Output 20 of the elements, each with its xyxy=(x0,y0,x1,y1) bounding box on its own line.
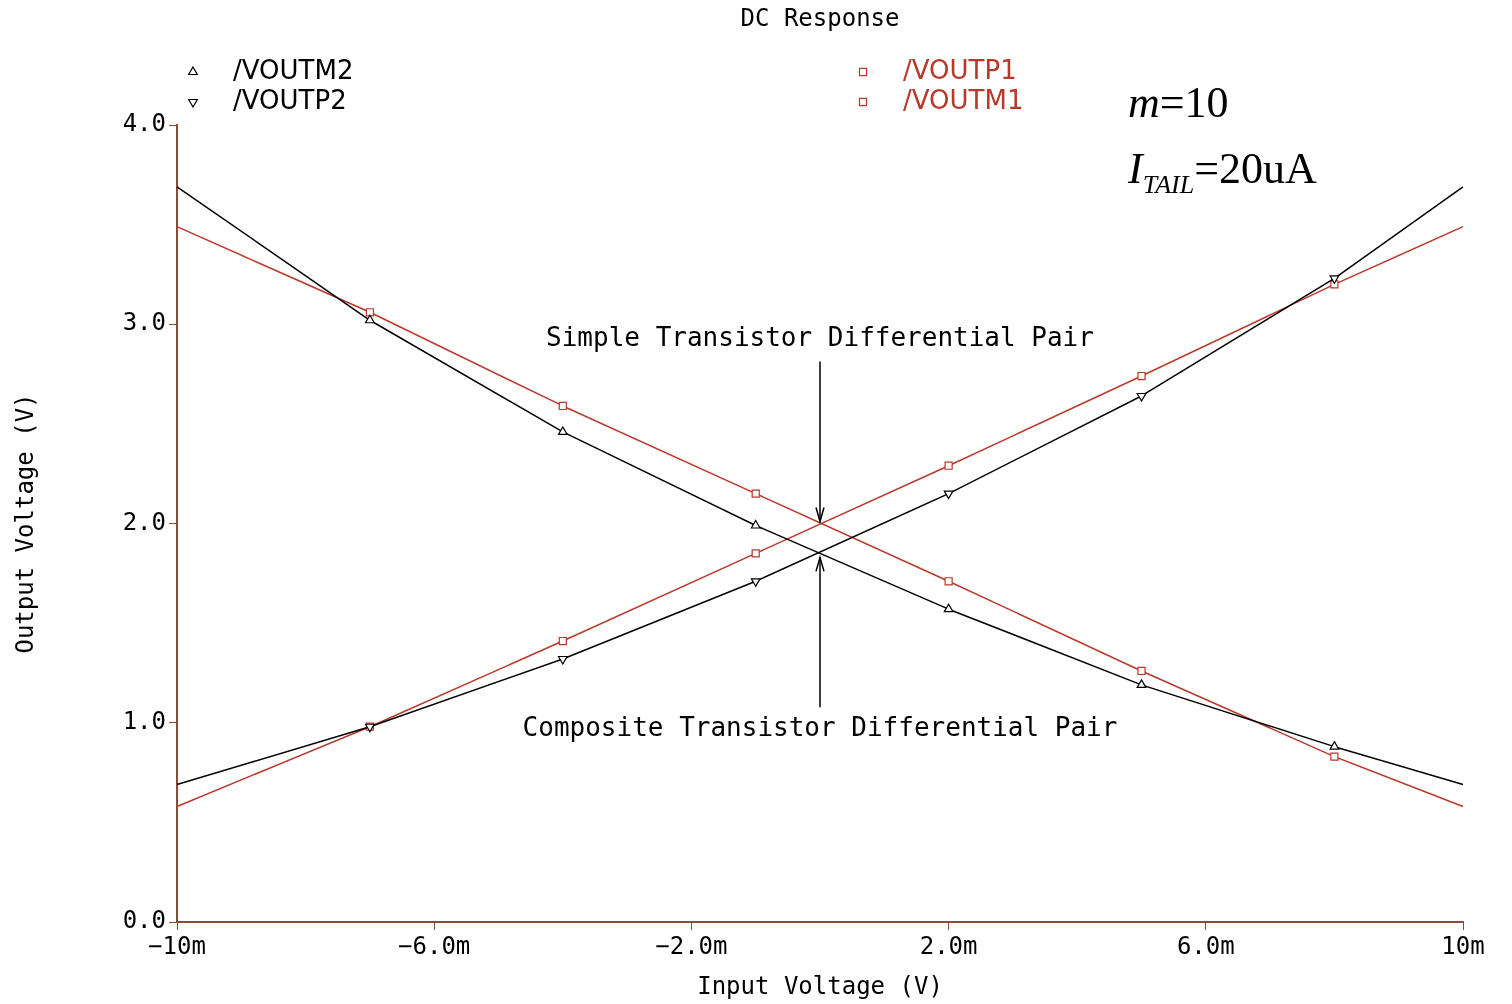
chart-title: DC Response xyxy=(740,4,900,33)
y-tick-label: 1.0 xyxy=(122,706,166,735)
x-tick-label: 2.0m xyxy=(919,931,978,960)
legend-label: /VOUTP2 xyxy=(233,84,347,115)
annotation: Simple Transistor Differential Pair xyxy=(546,322,1094,353)
annotation: Composite Transistor Differential Pair xyxy=(522,712,1118,743)
y-tick-label: 3.0 xyxy=(122,308,166,337)
legend-label: /VOUTP1 xyxy=(903,54,1017,85)
x-tick-label: −2.0m xyxy=(655,931,728,960)
annotation: I$_{TAIL}$=20uA xyxy=(1128,143,1317,201)
x-tick-label: 6.0m xyxy=(1176,931,1235,960)
y-axis-title: Output Voltage (V) xyxy=(10,393,39,654)
y-tick-label: 2.0 xyxy=(122,507,166,536)
x-tick-label: −6.0m xyxy=(398,931,471,960)
legend-label: /VOUTM1 xyxy=(903,84,1024,115)
annotation: m=10 xyxy=(1128,77,1230,129)
x-axis-title: Input Voltage (V) xyxy=(697,971,943,1000)
y-tick-label: 4.0 xyxy=(122,109,166,138)
legend-label: /VOUTM2 xyxy=(233,54,354,85)
x-tick-label: 10m xyxy=(1441,931,1485,960)
